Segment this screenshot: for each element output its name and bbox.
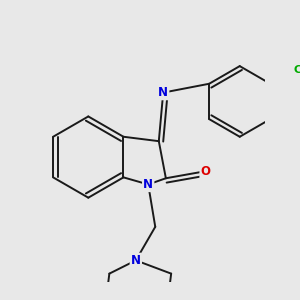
Text: O: O bbox=[201, 165, 211, 178]
Text: N: N bbox=[131, 254, 141, 267]
Text: N: N bbox=[158, 86, 168, 99]
Text: N: N bbox=[143, 178, 153, 191]
Text: Cl: Cl bbox=[293, 64, 300, 75]
